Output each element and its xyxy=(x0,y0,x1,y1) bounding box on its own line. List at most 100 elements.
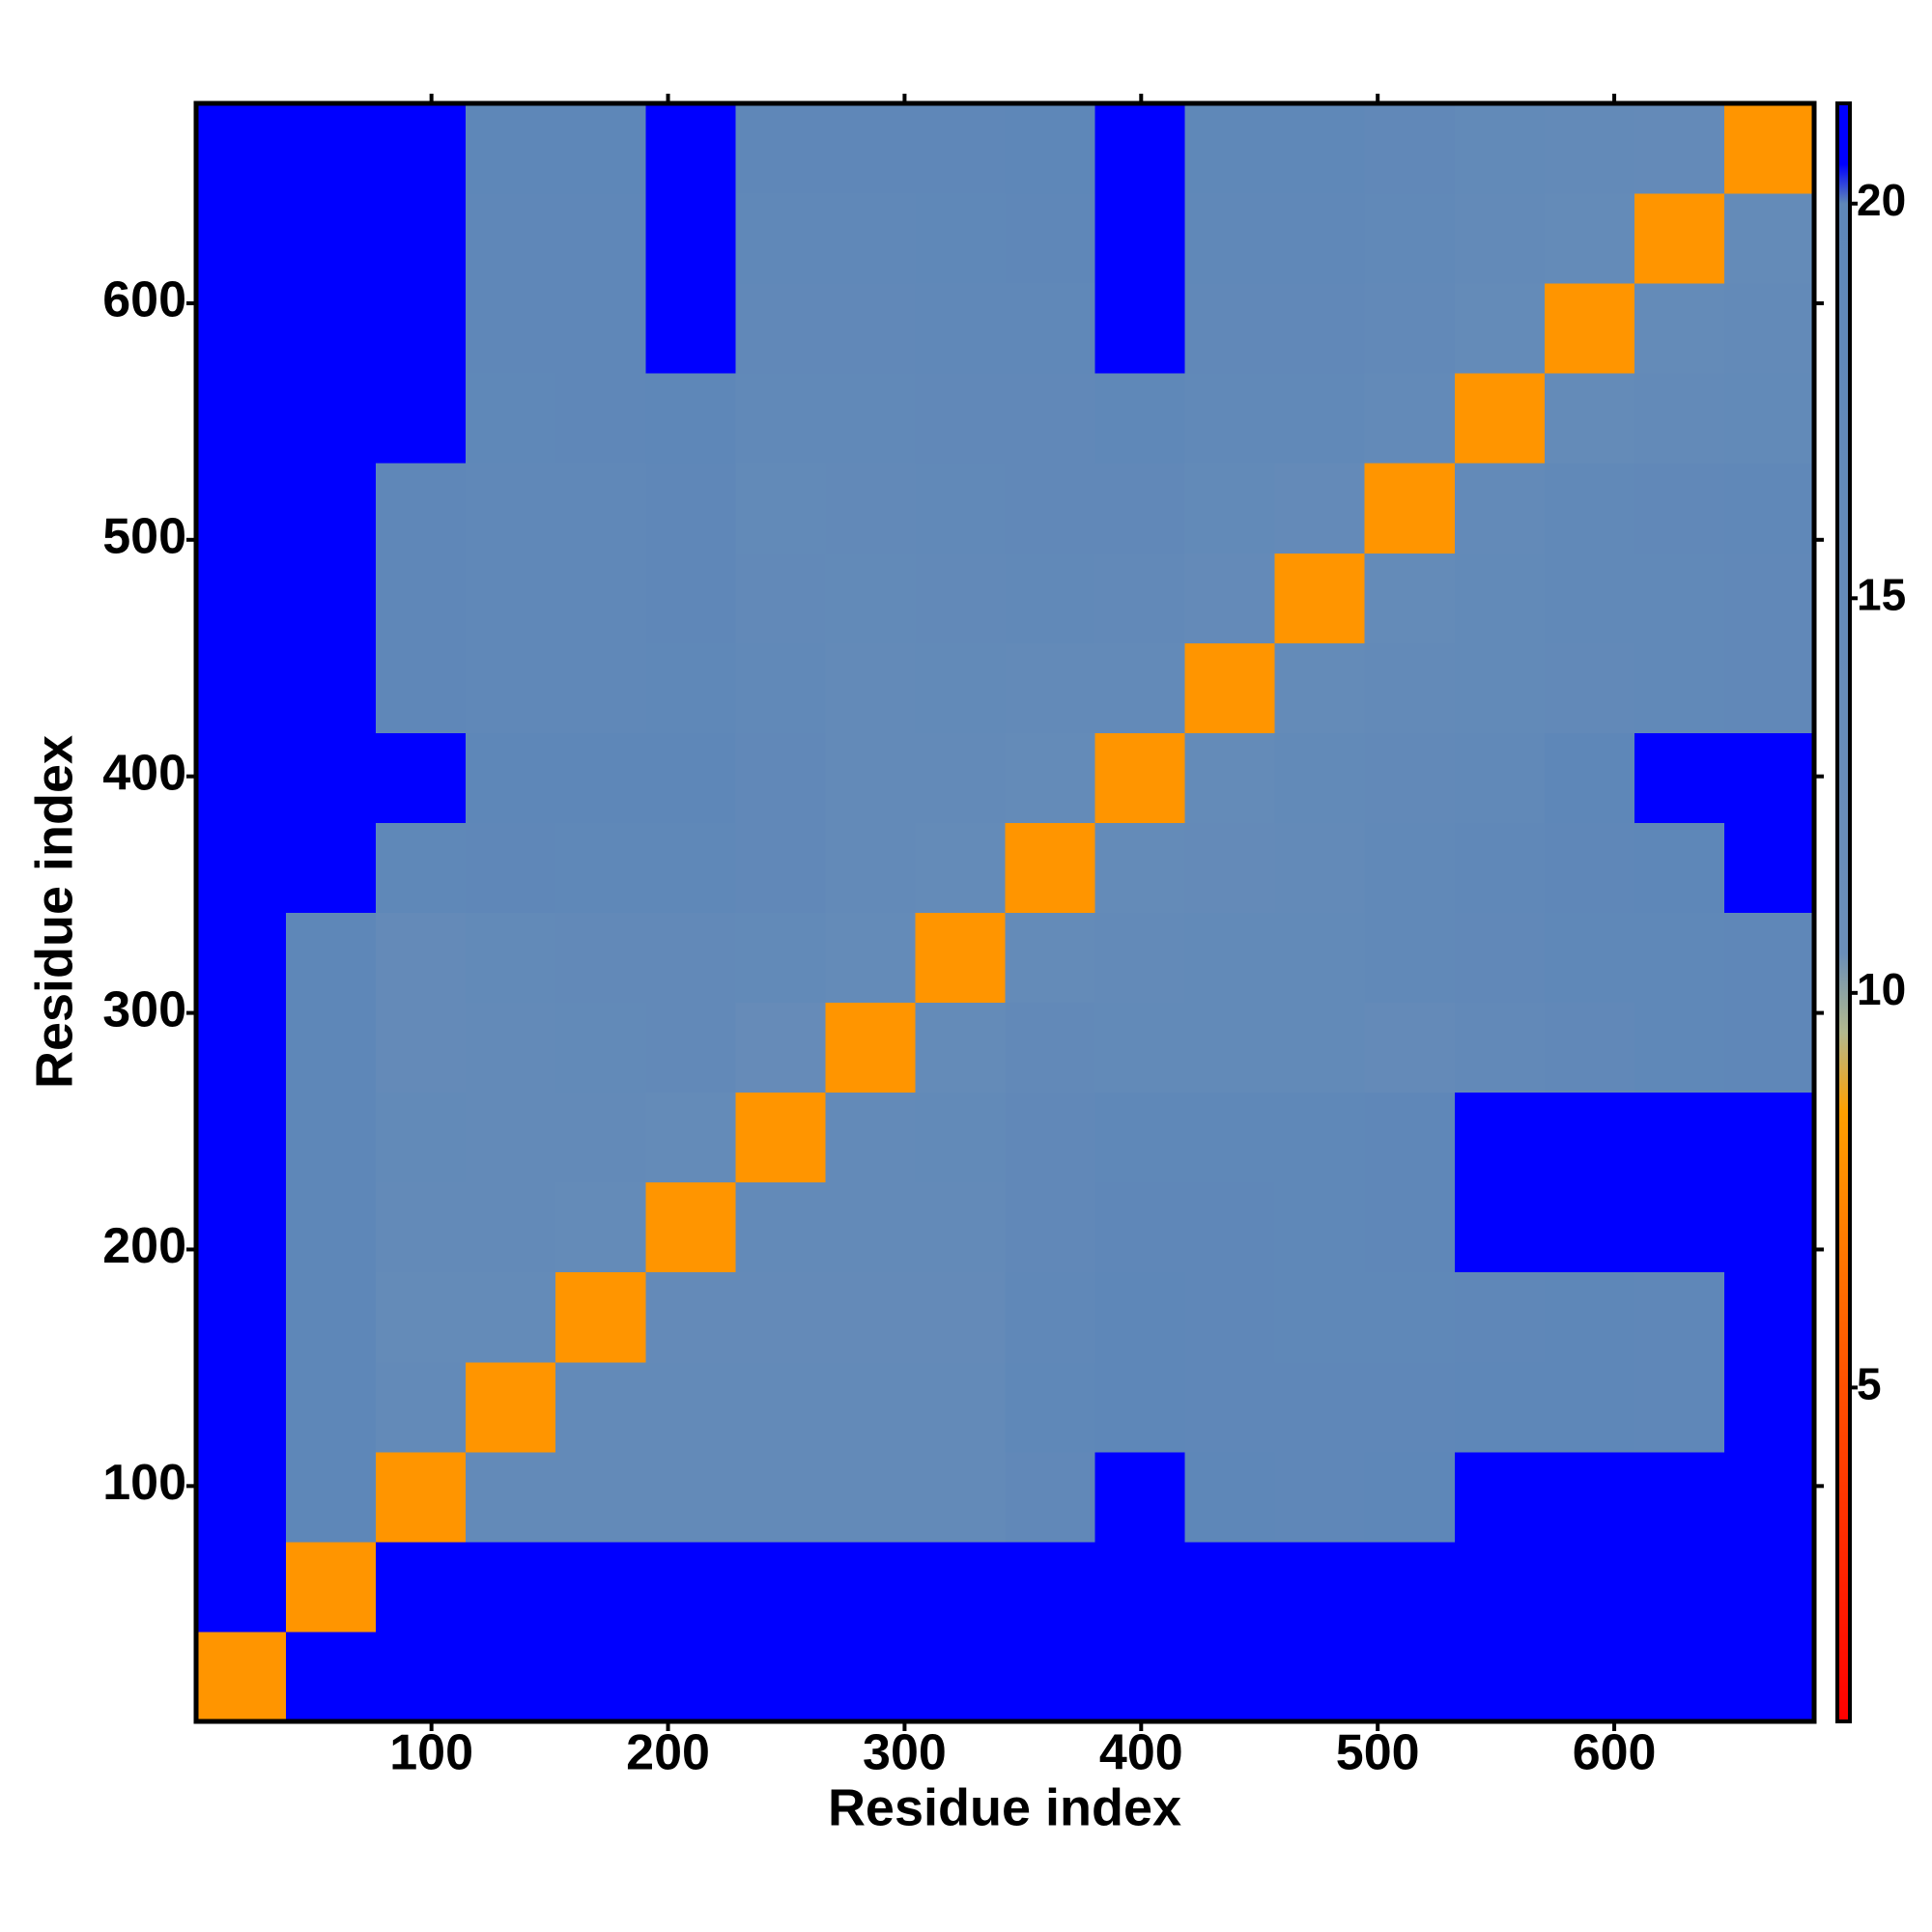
plot-frame xyxy=(193,100,1817,1724)
heatmap-cell xyxy=(466,732,556,823)
heatmap-cell xyxy=(1364,283,1456,374)
heatmap-cell xyxy=(735,822,826,913)
heatmap-cell xyxy=(1723,732,1815,823)
heatmap-cell xyxy=(1454,1092,1546,1183)
x-tick-label: 100 xyxy=(389,1725,473,1781)
heatmap-cell xyxy=(1634,193,1725,284)
heatmap-cell xyxy=(915,912,1006,1004)
heatmap-cell xyxy=(196,553,287,643)
heatmap-cell xyxy=(1274,553,1366,643)
heatmap-cell xyxy=(466,1181,556,1273)
heatmap-cell xyxy=(466,553,556,643)
heatmap-cell xyxy=(1184,1631,1276,1722)
heatmap-cell xyxy=(825,642,916,733)
heatmap-cell xyxy=(735,193,826,284)
heatmap-cell xyxy=(1184,193,1276,284)
heatmap-cell xyxy=(1723,912,1815,1004)
heatmap-cell xyxy=(1544,1181,1635,1273)
heatmap-cell xyxy=(1634,463,1725,554)
heatmap-cell xyxy=(735,463,826,554)
heatmap-cell xyxy=(1544,553,1635,643)
heatmap-cell xyxy=(196,912,287,1004)
heatmap-cell xyxy=(645,1002,736,1094)
heatmap-cell xyxy=(1274,1181,1366,1273)
heatmap-cell xyxy=(915,553,1006,643)
x-tick-label: 300 xyxy=(863,1725,947,1781)
heatmap-cell xyxy=(1274,1271,1366,1363)
heatmap-cell xyxy=(1005,1631,1096,1722)
heatmap-cell xyxy=(1094,1002,1186,1094)
heatmap-cell xyxy=(1094,193,1186,284)
heatmap-cell xyxy=(825,553,916,643)
heatmap-cell xyxy=(825,1092,916,1183)
heatmap-cell xyxy=(915,732,1006,823)
heatmap-cell xyxy=(1723,103,1815,194)
heatmap-cell xyxy=(376,1092,467,1183)
heatmap-cell xyxy=(286,1631,377,1722)
heatmap-cell xyxy=(1005,1181,1096,1273)
heatmap-cell xyxy=(1005,1541,1096,1633)
heatmap-cell xyxy=(466,1092,556,1183)
heatmap-cell xyxy=(376,1181,467,1273)
heatmap-cell xyxy=(1634,103,1725,194)
heatmap-cell xyxy=(1634,732,1725,823)
heatmap-cell xyxy=(286,642,377,733)
heatmap-cell xyxy=(466,103,556,194)
heatmap-cell xyxy=(1544,1361,1635,1453)
heatmap-cell xyxy=(555,103,646,194)
heatmap-cell xyxy=(1184,463,1276,554)
heatmap-cell xyxy=(1723,553,1815,643)
heatmap-cell xyxy=(555,642,646,733)
heatmap-cell xyxy=(915,1451,1006,1543)
heatmap-cell xyxy=(555,193,646,284)
heatmap-cell xyxy=(1454,732,1546,823)
heatmap-cell xyxy=(1454,1631,1546,1722)
heatmap-cell xyxy=(196,1092,287,1183)
heatmap-cell xyxy=(286,283,377,374)
heatmap-cell xyxy=(825,373,916,464)
heatmap-cell xyxy=(1094,912,1186,1004)
heatmap-cell xyxy=(466,1271,556,1363)
heatmap-cell xyxy=(1274,1541,1366,1633)
heatmap-cell xyxy=(1544,732,1635,823)
heatmap-cell xyxy=(1364,553,1456,643)
heatmap-cell xyxy=(1634,1451,1725,1543)
heatmap-cell xyxy=(915,1631,1006,1722)
heatmap-cell xyxy=(466,642,556,733)
heatmap-cell xyxy=(1094,283,1186,374)
heatmap-cell xyxy=(1454,1541,1546,1633)
heatmap-cell xyxy=(1364,103,1456,194)
heatmap-cell xyxy=(1723,283,1815,374)
heatmap-cell xyxy=(196,103,287,194)
heatmap-cell xyxy=(466,1361,556,1453)
heatmap-cell xyxy=(466,912,556,1004)
heatmap-cell xyxy=(1364,1002,1456,1094)
heatmap-cell xyxy=(1184,1271,1276,1363)
heatmap-cell xyxy=(555,1451,646,1543)
heatmap-cell xyxy=(1364,1361,1456,1453)
heatmap-cell xyxy=(1005,1361,1096,1453)
heatmap-cell xyxy=(1454,822,1546,913)
heatmap-cell xyxy=(1005,1271,1096,1363)
heatmap-cell xyxy=(1274,1631,1366,1722)
heatmap-cell xyxy=(196,1451,287,1543)
heatmap-cell xyxy=(286,822,377,913)
heatmap-cell xyxy=(1005,732,1096,823)
y-tick-label: 500 xyxy=(102,509,186,565)
heatmap-cell xyxy=(645,103,736,194)
heatmap-cell xyxy=(645,463,736,554)
heatmap-cell xyxy=(1274,463,1366,554)
heatmap-cell xyxy=(376,1361,467,1453)
heatmap-cell xyxy=(915,1271,1006,1363)
heatmap-cell xyxy=(196,283,287,374)
y-tick-label: 200 xyxy=(102,1218,186,1274)
heatmap-cell xyxy=(1184,732,1276,823)
heatmap-cell xyxy=(645,373,736,464)
heatmap-cell xyxy=(1544,1002,1635,1094)
heatmap-cell xyxy=(1364,1181,1456,1273)
heatmap-cell xyxy=(1634,553,1725,643)
heatmap-cell xyxy=(1723,1181,1815,1273)
heatmap-cell xyxy=(466,463,556,554)
heatmap-cell xyxy=(286,1541,377,1633)
heatmap-cell xyxy=(735,732,826,823)
